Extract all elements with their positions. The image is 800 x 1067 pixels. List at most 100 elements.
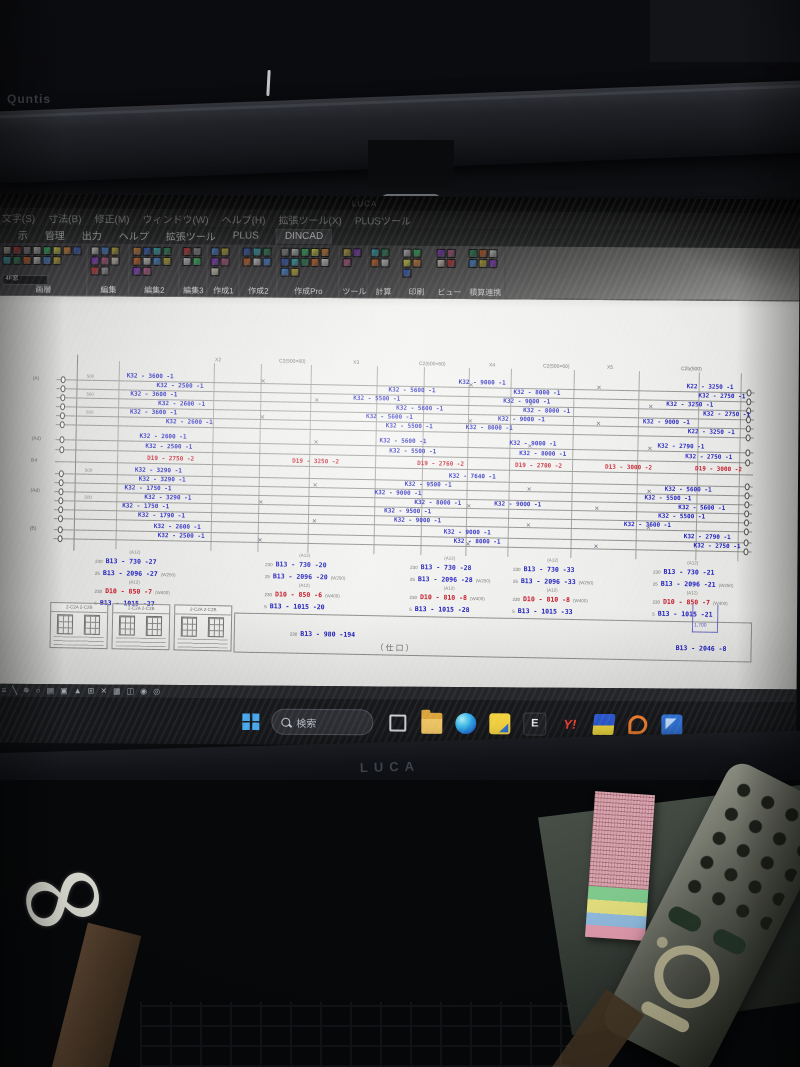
tool-icon[interactable]: [220, 257, 230, 267]
tool-icon[interactable]: [110, 256, 120, 266]
tool-icon[interactable]: [380, 258, 390, 268]
tool-icon[interactable]: [220, 247, 230, 257]
tool-icon[interactable]: [468, 249, 478, 259]
tool-icon[interactable]: [210, 257, 220, 267]
tool-icon[interactable]: [52, 246, 62, 256]
tool-icon[interactable]: [192, 257, 202, 267]
pin-icon[interactable]: ✵: [23, 685, 30, 695]
tool-icon[interactable]: [412, 258, 422, 268]
tool-icon[interactable]: [242, 257, 252, 267]
tool-icon[interactable]: [252, 247, 262, 257]
tool-icon[interactable]: [52, 256, 62, 266]
drawing-canvas[interactable]: X2 C2(500×60) X3 C2(500×60) X4 C2(500×60) X5 C2…: [0, 294, 800, 690]
menu-item[interactable]: PLUSツール: [354, 215, 412, 228]
menu-item[interactable]: 文字(S): [1, 213, 36, 225]
ribbon-tab-示[interactable]: 示: [17, 230, 28, 242]
search-icon[interactable]: ○: [35, 686, 41, 696]
tool-icon[interactable]: [478, 249, 488, 259]
tool-icon[interactable]: [402, 258, 412, 268]
file-explorer-icon[interactable]: [421, 712, 443, 734]
windows-start-button[interactable]: [242, 713, 259, 730]
tool-icon[interactable]: [182, 257, 192, 267]
tool-icon[interactable]: [192, 247, 202, 257]
tool-icon[interactable]: [290, 247, 300, 257]
zoom-icon[interactable]: ⊞: [87, 686, 95, 696]
tool-icon[interactable]: [142, 266, 152, 276]
menu-item[interactable]: ヘルプ(H): [221, 214, 266, 227]
tool-icon[interactable]: [62, 246, 72, 256]
menu-icon[interactable]: ≡: [1, 685, 7, 695]
tool-icon[interactable]: [380, 248, 390, 258]
tool-icon[interactable]: [22, 255, 32, 265]
tool-icon[interactable]: [352, 248, 362, 258]
tool-icon[interactable]: [182, 247, 192, 257]
tool-icon[interactable]: [132, 266, 142, 276]
tool-icon[interactable]: [262, 257, 272, 267]
tool-icon[interactable]: [280, 247, 290, 257]
edge-icon[interactable]: [455, 712, 477, 734]
tool-icon[interactable]: [42, 256, 52, 266]
taskbar-search-box[interactable]: 検索: [271, 708, 374, 736]
tool-icon[interactable]: [478, 259, 488, 269]
tool-icon[interactable]: [262, 247, 272, 257]
menu-item[interactable]: 拡張ツール(X): [278, 215, 342, 227]
tool-icon[interactable]: [32, 245, 42, 256]
ribbon-tab-PLUS[interactable]: PLUS: [232, 230, 259, 242]
tool-icon[interactable]: [42, 246, 52, 256]
box-icon[interactable]: ◫: [126, 686, 135, 696]
e-app-icon[interactable]: E: [523, 711, 547, 736]
task-view-icon[interactable]: [389, 713, 407, 732]
tool-icon[interactable]: [342, 258, 352, 268]
tool-icon[interactable]: [280, 257, 290, 267]
menu-item[interactable]: 修正(M): [94, 213, 130, 226]
tool-icon[interactable]: [412, 248, 422, 258]
tool-icon[interactable]: [402, 268, 412, 278]
grid-icon[interactable]: ▦: [113, 686, 121, 696]
tool-icon[interactable]: [72, 246, 82, 256]
tool-icon[interactable]: [100, 266, 110, 276]
tool-icon[interactable]: [300, 257, 310, 267]
tool-icon[interactable]: [252, 257, 262, 267]
tool-icon[interactable]: [290, 257, 300, 267]
ribbon-tab-DINCAD[interactable]: DINCAD: [275, 228, 333, 245]
cad-app-icon[interactable]: [661, 713, 683, 736]
tool-icon[interactable]: [468, 259, 478, 269]
tool-icon[interactable]: [12, 245, 22, 255]
tool-icon[interactable]: [242, 247, 252, 257]
tool-icon[interactable]: [142, 246, 152, 256]
tool-icon[interactable]: [370, 248, 380, 258]
layers-icon[interactable]: ▤: [46, 686, 55, 696]
ribbon-tab-管理[interactable]: 管理: [44, 231, 65, 243]
tool-icon[interactable]: [210, 247, 220, 257]
tool-icon[interactable]: [22, 245, 32, 255]
tool-icon[interactable]: [290, 267, 300, 277]
flag-app-icon[interactable]: [592, 713, 616, 735]
tool-icon[interactable]: [436, 258, 446, 268]
tool-icon[interactable]: [90, 246, 100, 256]
ribbon-tab-出力[interactable]: 出力: [81, 231, 102, 243]
tool-icon[interactable]: [162, 246, 172, 256]
tool-icon[interactable]: [300, 247, 310, 257]
ribbon-tab-拡張ツール[interactable]: 拡張ツール: [165, 231, 216, 244]
tool-icon[interactable]: [310, 247, 320, 257]
tool-icon[interactable]: [32, 255, 42, 266]
circle-icon[interactable]: ◎: [153, 686, 161, 696]
tool-icon[interactable]: [446, 248, 456, 258]
tool-icon[interactable]: [2, 255, 12, 265]
ribbon-tab-ヘルプ[interactable]: ヘルプ: [118, 231, 149, 243]
tool-icon[interactable]: [280, 267, 290, 277]
folder-icon[interactable]: ▣: [60, 686, 68, 696]
tool-icon[interactable]: [162, 256, 172, 266]
tool-icon[interactable]: [90, 266, 100, 276]
tool-icon[interactable]: [446, 258, 456, 268]
tool-icon[interactable]: [436, 248, 446, 258]
tool-icon[interactable]: [342, 248, 352, 258]
tool-icon[interactable]: [2, 245, 12, 255]
tool-icon[interactable]: [320, 258, 330, 268]
layer-selector-dropdown[interactable]: 4F窓: [2, 274, 49, 286]
anchor-icon[interactable]: ▲: [73, 686, 82, 696]
cross-icon[interactable]: ✕: [100, 686, 108, 696]
yahoo-icon[interactable]: Y!: [563, 716, 577, 732]
tool-icon[interactable]: [100, 246, 110, 256]
photo-app-icon[interactable]: [489, 712, 511, 734]
